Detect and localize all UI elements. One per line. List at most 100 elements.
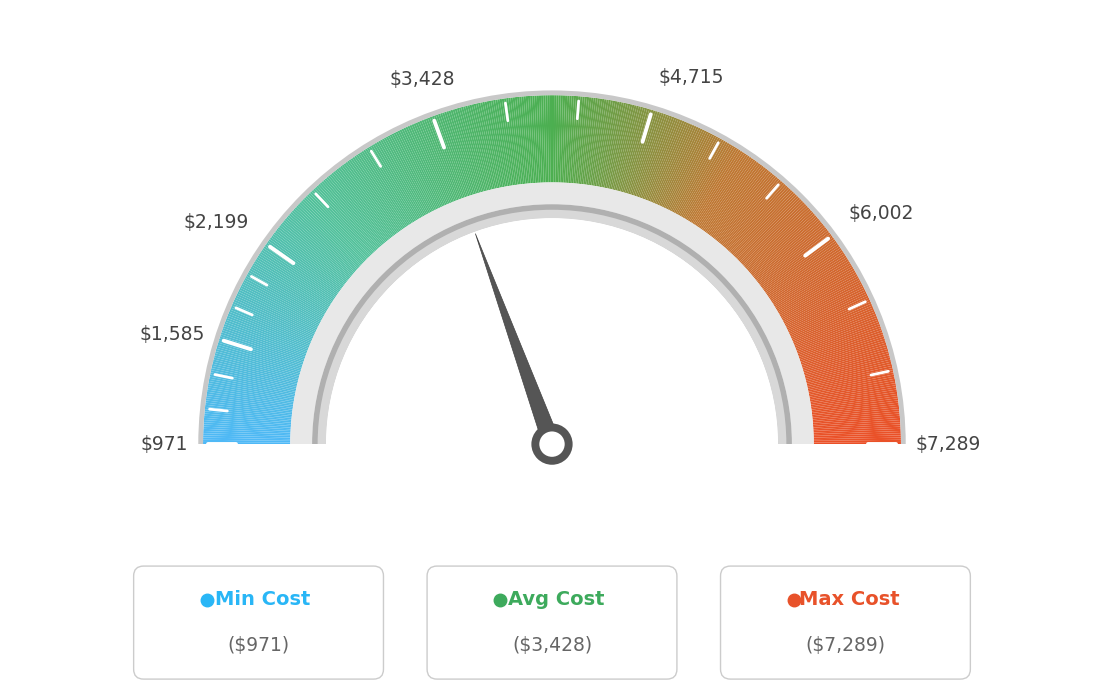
Wedge shape	[227, 314, 309, 348]
Wedge shape	[333, 171, 389, 240]
Wedge shape	[235, 295, 315, 334]
Wedge shape	[658, 125, 694, 205]
Wedge shape	[290, 182, 814, 444]
Wedge shape	[752, 218, 819, 276]
Wedge shape	[206, 394, 293, 408]
Wedge shape	[213, 359, 298, 382]
Wedge shape	[809, 381, 895, 398]
Wedge shape	[204, 413, 291, 423]
Wedge shape	[318, 210, 786, 444]
Wedge shape	[206, 396, 293, 410]
Wedge shape	[813, 418, 900, 426]
Wedge shape	[652, 122, 689, 204]
Wedge shape	[808, 370, 893, 391]
Wedge shape	[376, 141, 422, 218]
Wedge shape	[203, 442, 290, 444]
Wedge shape	[779, 270, 856, 315]
Wedge shape	[267, 241, 339, 293]
Wedge shape	[731, 190, 793, 255]
Wedge shape	[491, 100, 508, 186]
Wedge shape	[206, 392, 294, 406]
Wedge shape	[371, 145, 417, 221]
Wedge shape	[655, 123, 691, 204]
Wedge shape	[573, 97, 583, 184]
Wedge shape	[803, 345, 888, 371]
Wedge shape	[467, 105, 490, 190]
Wedge shape	[326, 177, 384, 244]
Wedge shape	[214, 353, 299, 377]
Wedge shape	[813, 413, 900, 423]
Wedge shape	[506, 98, 519, 185]
Wedge shape	[279, 225, 348, 281]
Wedge shape	[741, 202, 805, 264]
Wedge shape	[664, 128, 702, 208]
Wedge shape	[790, 299, 870, 337]
Wedge shape	[365, 148, 413, 223]
Wedge shape	[806, 359, 891, 382]
Text: $3,428: $3,428	[390, 70, 455, 88]
Wedge shape	[683, 143, 730, 219]
Wedge shape	[693, 150, 743, 225]
Wedge shape	[305, 196, 368, 259]
Wedge shape	[543, 95, 548, 182]
Wedge shape	[814, 440, 901, 442]
Wedge shape	[553, 95, 556, 182]
Wedge shape	[797, 319, 879, 353]
Text: ($971): ($971)	[227, 636, 289, 655]
Wedge shape	[302, 199, 365, 262]
Wedge shape	[720, 177, 778, 244]
Circle shape	[531, 424, 573, 465]
Wedge shape	[242, 282, 320, 324]
Polygon shape	[76, 444, 1028, 690]
Wedge shape	[596, 100, 613, 186]
Wedge shape	[223, 326, 306, 357]
Wedge shape	[243, 280, 321, 322]
Wedge shape	[384, 137, 427, 215]
Wedge shape	[203, 440, 290, 442]
Wedge shape	[799, 330, 882, 360]
Wedge shape	[806, 357, 891, 381]
Wedge shape	[420, 121, 454, 202]
Wedge shape	[262, 248, 336, 298]
Wedge shape	[241, 284, 319, 325]
Wedge shape	[813, 405, 899, 416]
Wedge shape	[691, 148, 739, 223]
Wedge shape	[742, 204, 806, 265]
Wedge shape	[611, 104, 633, 190]
Wedge shape	[311, 190, 373, 255]
Wedge shape	[230, 310, 310, 345]
Wedge shape	[512, 97, 524, 184]
Wedge shape	[810, 387, 896, 403]
Wedge shape	[489, 101, 507, 187]
Wedge shape	[680, 139, 724, 217]
Wedge shape	[606, 103, 626, 188]
Wedge shape	[219, 340, 302, 368]
Wedge shape	[199, 90, 905, 444]
Wedge shape	[672, 135, 714, 213]
Wedge shape	[417, 121, 453, 203]
Wedge shape	[728, 186, 787, 251]
Wedge shape	[746, 210, 813, 270]
Wedge shape	[221, 332, 304, 362]
Wedge shape	[796, 317, 878, 351]
Wedge shape	[719, 175, 776, 244]
Wedge shape	[811, 398, 899, 411]
Text: $2,199: $2,199	[184, 213, 250, 233]
Wedge shape	[645, 118, 679, 200]
Wedge shape	[562, 95, 567, 183]
Wedge shape	[216, 347, 300, 373]
Wedge shape	[508, 98, 521, 184]
Wedge shape	[786, 288, 864, 328]
Wedge shape	[234, 299, 314, 337]
Wedge shape	[216, 345, 301, 371]
Wedge shape	[510, 97, 522, 184]
Wedge shape	[485, 101, 503, 188]
Wedge shape	[286, 217, 353, 275]
Wedge shape	[774, 259, 849, 306]
Wedge shape	[660, 126, 699, 206]
Wedge shape	[295, 207, 360, 268]
Wedge shape	[805, 353, 890, 377]
Wedge shape	[750, 215, 817, 273]
Wedge shape	[395, 131, 436, 210]
Wedge shape	[379, 141, 423, 217]
